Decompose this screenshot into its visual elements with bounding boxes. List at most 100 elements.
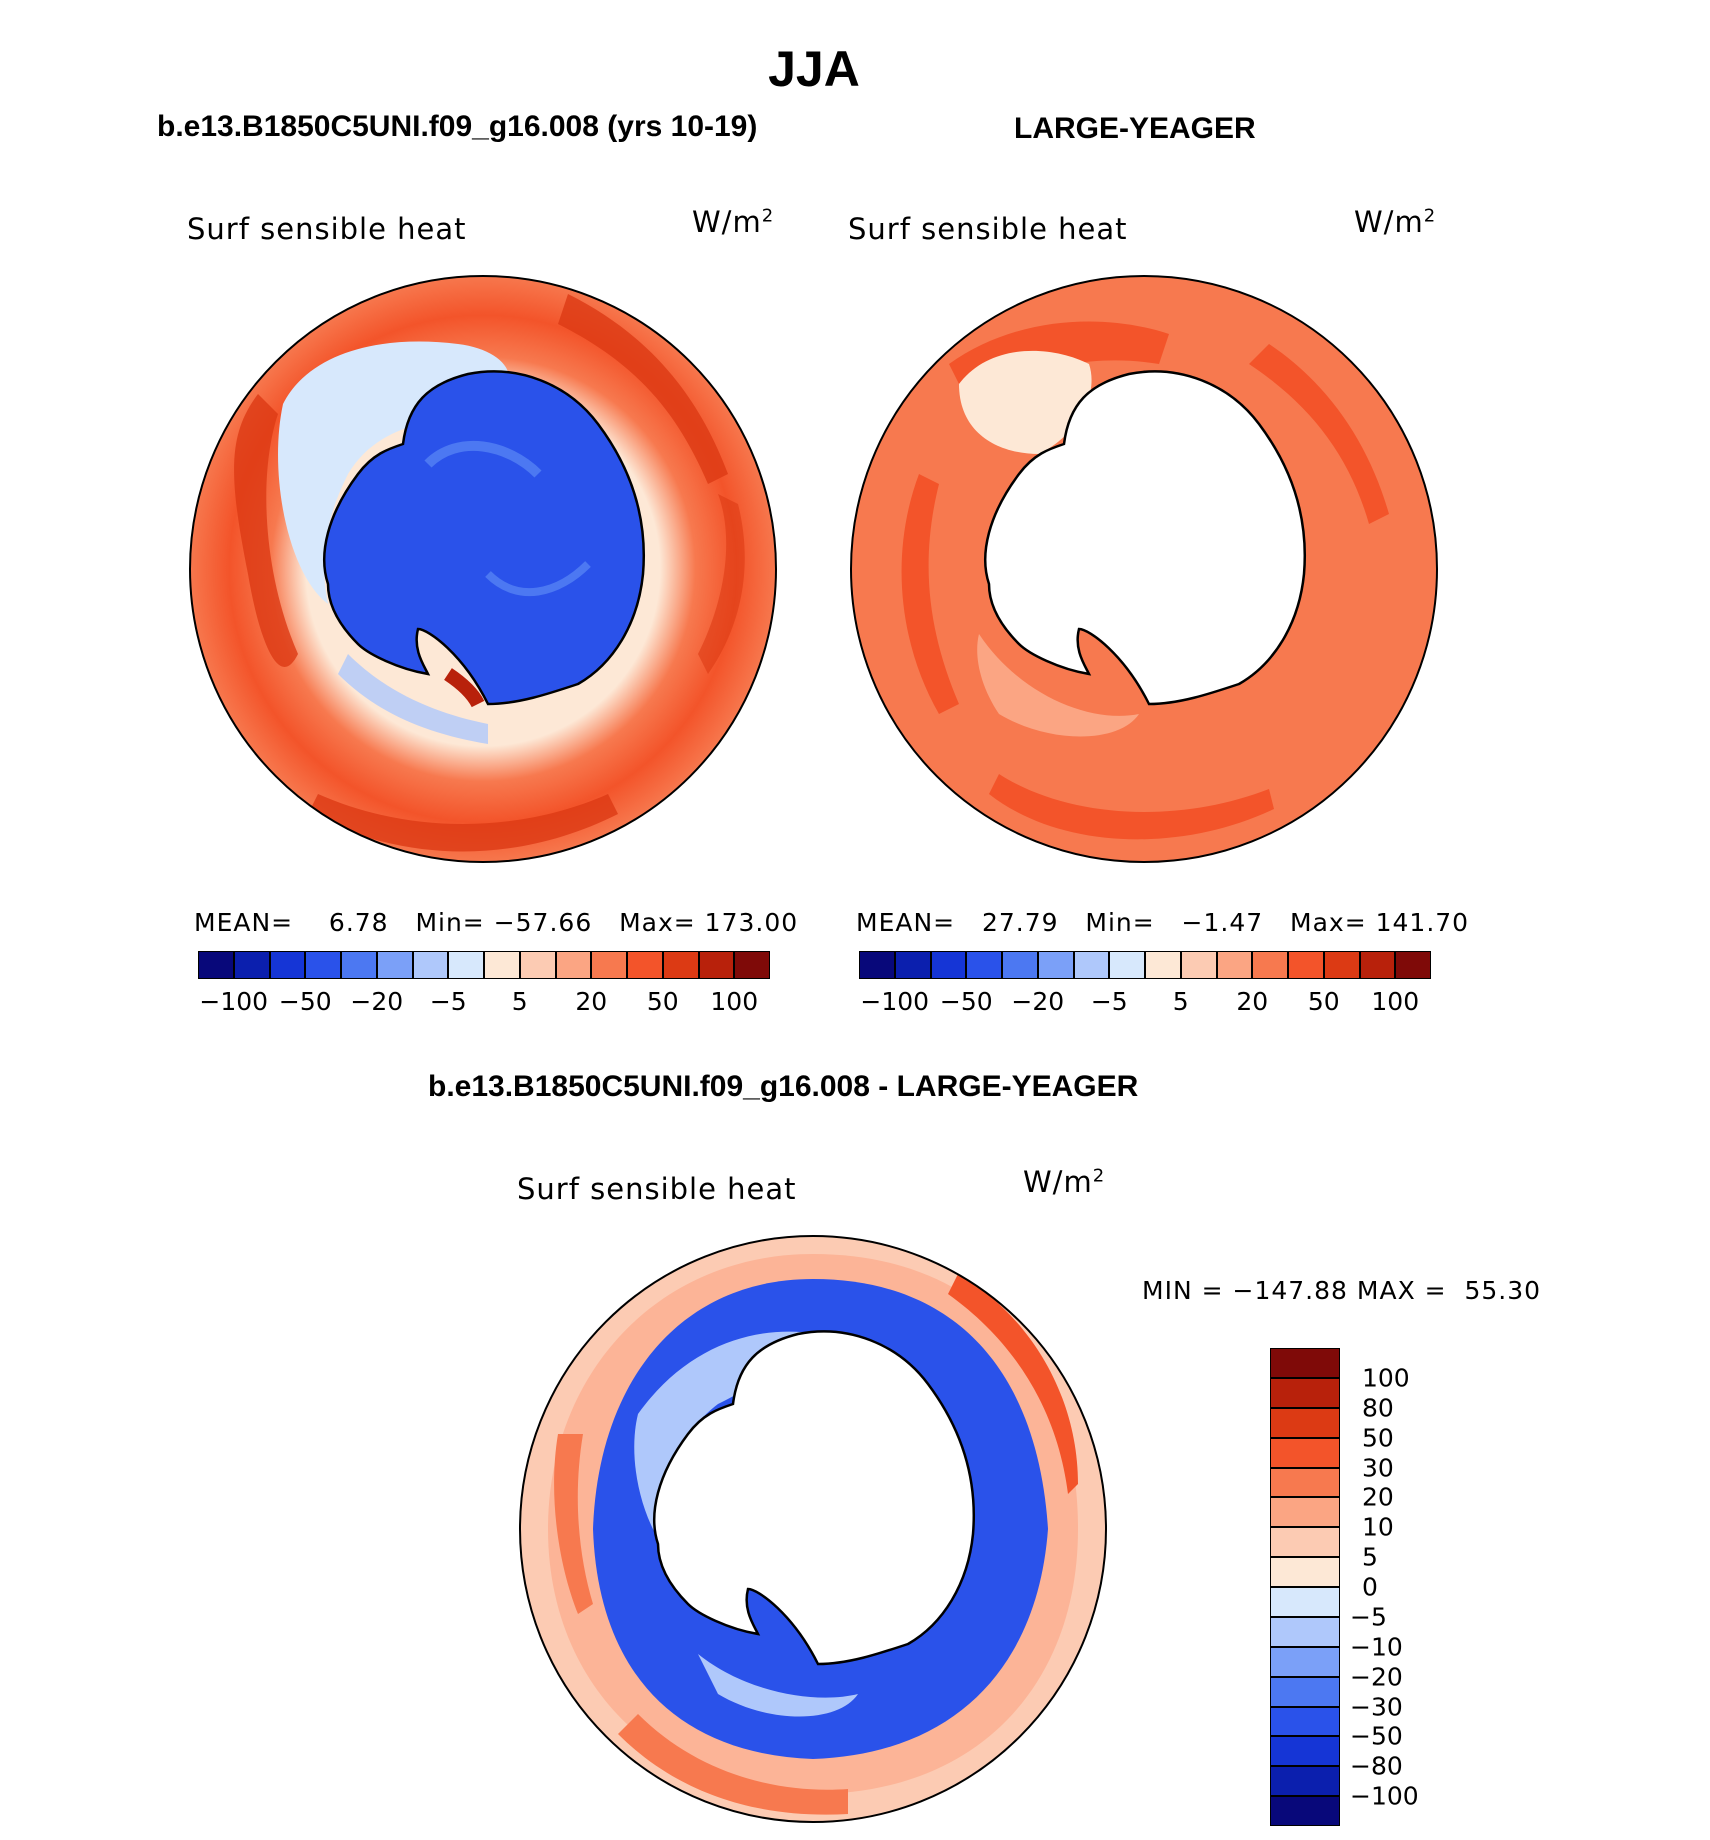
colorbar-swatch: [1270, 1437, 1340, 1468]
map-panel-1: [189, 275, 777, 863]
colorbar-tick-label: −50: [939, 987, 993, 1016]
colorbar-tick-label: 100: [710, 987, 759, 1016]
colorbar-swatch: [1270, 1616, 1340, 1647]
colorbar-swatch: [376, 951, 413, 979]
colorbar-swatch: [1002, 951, 1038, 979]
panel-3-case-title: b.e13.B1850C5UNI.f09_g16.008 - LARGE-YEA…: [428, 1070, 1139, 1103]
colorbar-tick-label: −100: [1350, 1781, 1419, 1811]
colorbar-panel-3-ticks: 100 80 50 30 20 10 5 0 −5 −10 −20 −30 −50 −80 −100: [1350, 1348, 1450, 1826]
colorbar-swatch: [698, 951, 735, 979]
colorbar-tick-label: −30: [1350, 1692, 1403, 1721]
colorbar-tick-label: −50: [1350, 1721, 1403, 1751]
colorbar-swatch: [1270, 1557, 1340, 1587]
colorbar-swatch: [1145, 951, 1181, 979]
colorbar-tick-label: 100: [1362, 1363, 1410, 1393]
colorbar-swatch: [1270, 1796, 1340, 1826]
colorbar-tick-label: 20: [1236, 987, 1269, 1016]
colorbar-swatch: [859, 951, 895, 979]
colorbar-swatch: [1395, 951, 1431, 979]
colorbar-tick-label: −20: [350, 987, 404, 1016]
panel-1-variable-label: Surf sensible heat: [187, 212, 467, 246]
colorbar-swatch: [591, 951, 627, 979]
colorbar-swatch: [1270, 1407, 1340, 1438]
map-panel-2: [850, 275, 1438, 863]
colorbar-tick-label: −5: [1090, 987, 1128, 1016]
colorbar-swatch: [1270, 1646, 1340, 1677]
colorbar-swatch: [305, 951, 341, 979]
colorbar-swatch: [233, 951, 270, 979]
colorbar-panel-2: [859, 951, 1431, 979]
colorbar-swatch: [484, 951, 520, 979]
colorbar-tick-label: −20: [1350, 1662, 1403, 1692]
colorbar-tick-label: −10: [1350, 1632, 1403, 1662]
colorbar-swatch: [1216, 951, 1253, 979]
colorbar-tick-label: −50: [278, 987, 332, 1016]
panel-2-variable-label: Surf sensible heat: [848, 212, 1128, 246]
colorbar-swatch: [519, 951, 556, 979]
panel-1-stats: MEAN= 6.78 Min= −57.66 Max= 173.00: [194, 908, 799, 937]
colorbar-tick-label: −5: [429, 987, 467, 1016]
colorbar-swatch: [1270, 1766, 1340, 1797]
colorbar-panel-1: [198, 951, 770, 979]
colorbar-tick-label: 5: [1172, 987, 1189, 1016]
main-title: JJA: [768, 41, 860, 97]
colorbar-tick-label: 50: [1362, 1423, 1394, 1453]
colorbar-swatch: [1270, 1587, 1340, 1617]
map-panel-3: [519, 1235, 1107, 1823]
colorbar-swatch: [1073, 951, 1110, 979]
panel-2-stats: MEAN= 27.79 Min= −1.47 Max= 141.70: [856, 908, 1470, 937]
colorbar-tick-label: 0: [1362, 1572, 1378, 1602]
colorbar-swatch: [966, 951, 1002, 979]
colorbar-tick-label: 20: [1362, 1482, 1394, 1512]
colorbar-swatch: [1323, 951, 1360, 979]
colorbar-swatch: [662, 951, 699, 979]
colorbar-swatch: [1270, 1377, 1340, 1408]
colorbar-swatch: [930, 951, 967, 979]
colorbar-tick-label: 5: [1362, 1542, 1378, 1572]
colorbar-swatch: [1037, 951, 1074, 979]
colorbar-tick-label: 50: [1307, 987, 1340, 1016]
colorbar-tick-label: 20: [575, 987, 608, 1016]
colorbar-tick-label: −20: [1011, 987, 1065, 1016]
colorbar-tick-label: −100: [199, 987, 269, 1016]
colorbar-tick-label: 50: [646, 987, 679, 1016]
colorbar-tick-label: 80: [1362, 1393, 1394, 1423]
panel-2-case-title: LARGE-YEAGER: [1014, 112, 1256, 145]
colorbar-panel-1-ticks: −100 −50 −20 −5 5 20 50 100: [198, 987, 770, 1017]
panel-3-variable-label: Surf sensible heat: [517, 1172, 797, 1206]
colorbar-swatch: [1270, 1497, 1340, 1528]
panel-3-units-label: W/m2: [1023, 1165, 1106, 1199]
colorbar-tick-label: 5: [511, 987, 528, 1016]
colorbar-swatch: [448, 951, 484, 979]
colorbar-swatch: [412, 951, 449, 979]
colorbar-tick-label: 30: [1362, 1453, 1394, 1482]
colorbar-swatch: [1270, 1706, 1340, 1737]
colorbar-swatch: [627, 951, 663, 979]
colorbar-swatch: [1270, 1736, 1340, 1767]
colorbar-tick-label: 100: [1371, 987, 1420, 1016]
colorbar-swatch: [1109, 951, 1145, 979]
colorbar-panel-3: [1270, 1348, 1340, 1826]
colorbar-swatch: [198, 951, 234, 979]
colorbar-tick-label: −5: [1350, 1602, 1387, 1632]
colorbar-swatch: [1180, 951, 1217, 979]
colorbar-swatch: [1359, 951, 1396, 979]
colorbar-swatch: [734, 951, 770, 979]
colorbar-swatch: [341, 951, 377, 979]
colorbar-swatch: [269, 951, 306, 979]
colorbar-tick-label: −100: [860, 987, 930, 1016]
colorbar-tick-label: 10: [1362, 1512, 1394, 1542]
panel-2-units-label: W/m2: [1354, 205, 1437, 239]
colorbar-swatch: [894, 951, 931, 979]
colorbar-tick-label: −80: [1350, 1751, 1403, 1781]
colorbar-swatch: [1270, 1676, 1340, 1707]
colorbar-swatch: [1270, 1348, 1340, 1378]
colorbar-swatch: [1252, 951, 1288, 979]
colorbar-panel-2-ticks: −100 −50 −20 −5 5 20 50 100: [859, 987, 1431, 1017]
panel-1-case-title: b.e13.B1850C5UNI.f09_g16.008 (yrs 10-19): [157, 110, 758, 143]
colorbar-swatch: [1270, 1527, 1340, 1558]
colorbar-swatch: [555, 951, 592, 979]
colorbar-swatch: [1288, 951, 1324, 979]
colorbar-swatch: [1270, 1467, 1340, 1498]
panel-3-stats: MIN = −147.88 MAX = 55.30: [1142, 1276, 1542, 1305]
